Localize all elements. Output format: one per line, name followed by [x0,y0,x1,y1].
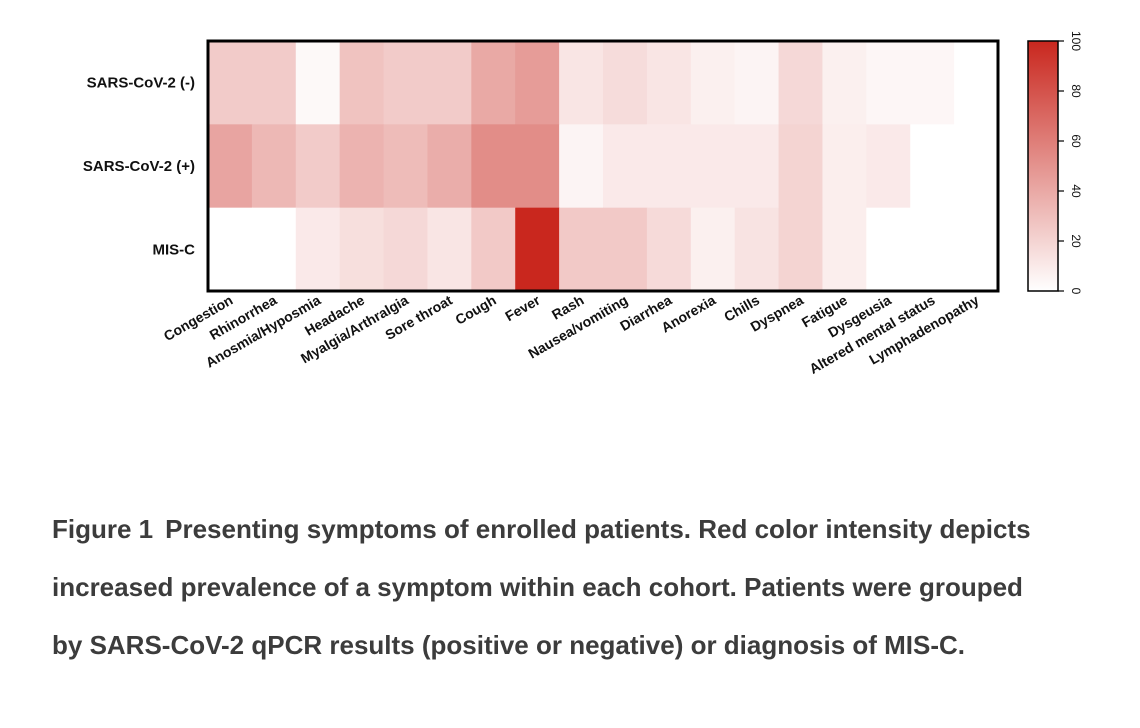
row-label: SARS-CoV-2 (-) [87,75,195,92]
heatmap-cell [954,207,999,292]
heatmap-cell [427,207,472,292]
heatmap-cell [734,124,780,209]
heatmap-cell [515,41,560,125]
heatmap-cell [778,124,823,209]
colorbar-tick-label: 20 [1069,234,1083,248]
row-label: SARS-CoV-2 (+) [83,158,195,175]
heatmap-cell [208,124,253,209]
heatmap-cell [427,41,472,125]
heatmap-cell [910,41,955,125]
colorbar-tick-label: 80 [1069,84,1083,98]
heatmap-cell [339,207,385,292]
heatmap-cell [866,207,911,292]
heatmap-cell [383,41,428,125]
heatmap-cell [427,124,472,209]
colorbar-gradient [1027,40,1059,292]
colorbar-tick-label: 0 [1069,288,1083,295]
colorbar-tick-label: 100 [1069,31,1083,51]
row-labels: SARS-CoV-2 (-) SARS-CoV-2 (+) MIS-C [83,75,195,259]
colorbar: 0 20 40 60 80 100 [1027,31,1083,295]
heatmap-cell [734,207,780,292]
column-labels: CongestionRhinorrheaAnosmia/HyposmiaHead… [161,291,982,376]
figure-label: Figure 1 [52,514,154,544]
heatmap-cell [822,207,867,292]
heatmap-cell [383,124,428,209]
heatmap-cell [339,124,385,209]
heatmap-cell [910,207,955,292]
column-label: Fever [502,291,543,324]
heatmap-cell [559,207,604,292]
heatmap-cell [734,41,780,125]
heatmap-cell [866,124,911,209]
heatmap-cell [690,124,736,209]
heatmap-cell [471,124,516,209]
colorbar-ticks: 0 20 40 60 80 100 [1058,31,1083,295]
heatmap-cell [515,124,560,209]
heatmap-cell [954,124,999,209]
heatmap-cell [822,124,867,209]
heatmap-cell [295,124,341,209]
heatmap-cell [208,207,253,292]
heatmap-cell [866,41,911,125]
heatmap-cell [646,124,692,209]
heatmap-cell [295,207,341,292]
heatmap-cell [603,124,648,209]
colorbar-tick-label: 40 [1069,184,1083,198]
heatmap-cell [778,207,823,292]
heatmap-cell [251,207,297,292]
heatmap-cell [603,207,648,292]
heatmap-cell [208,41,253,125]
heatmap-cell [471,207,516,292]
colorbar-tick-label: 60 [1069,134,1083,148]
heatmap-frame [206,39,1000,293]
caption-text: Presenting symptoms of enrolled patients… [52,514,1031,660]
heatmap-cell [910,124,955,209]
column-label: Cough [452,292,498,328]
heatmap-cell [471,41,516,125]
heatmap-cell [339,41,385,125]
heatmap-chart: SARS-CoV-2 (-) SARS-CoV-2 (+) MIS-C Conges… [83,31,1083,377]
heatmap-cell [383,207,428,292]
heatmap-cell [690,41,736,125]
heatmap-cell [954,41,999,125]
heatmap-cell [251,41,297,125]
heatmap-cell [822,41,867,125]
heatmap-cell [646,41,692,125]
row-label: MIS-C [153,241,196,258]
heatmap-cell [251,124,297,209]
heatmap-cell [603,41,648,125]
heatmap-cell [559,41,604,125]
heatmap-cell [295,41,341,125]
heatmap-cell [515,207,560,292]
heatmap-cells [208,41,999,292]
heatmap-cell [646,207,692,292]
heatmap-cell [559,124,604,209]
figure-caption: Figure 1 Presenting symptoms of enrolled … [52,500,1052,674]
heatmap-cell [778,41,823,125]
heatmap-cell [690,207,736,292]
